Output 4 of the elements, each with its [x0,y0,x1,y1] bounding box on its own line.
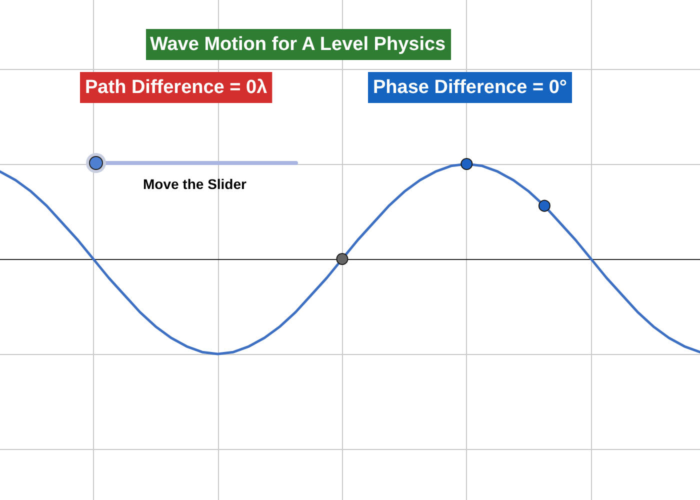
text: Phase Difference = 0° [373,77,567,98]
annotation: Move the Slider [143,176,248,192]
chart-title: Wave Motion for A Level Physics [150,34,446,55]
text: Path Difference = 0λ [85,77,268,98]
